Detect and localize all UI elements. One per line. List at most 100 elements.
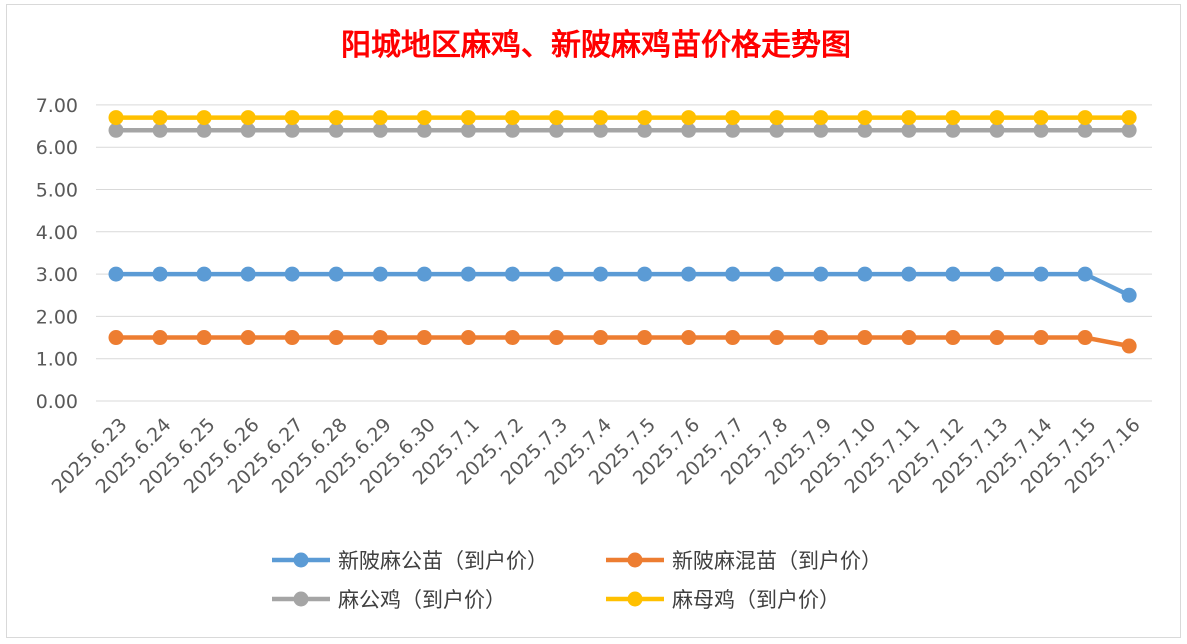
legend-label: 新陂麻公苗（到户价） xyxy=(338,549,548,573)
data-point xyxy=(857,122,873,138)
legend-swatch-marker xyxy=(627,591,643,607)
data-point xyxy=(1121,110,1137,126)
x-axis: 2025.6.232025.6.242025.6.252025.6.262025… xyxy=(48,414,1145,498)
legend-item: 新陂麻公苗（到户价） xyxy=(272,549,548,573)
data-point xyxy=(1077,266,1093,282)
data-point xyxy=(460,110,476,126)
data-point xyxy=(945,122,961,138)
data-point xyxy=(372,122,388,138)
data-point xyxy=(152,110,168,126)
data-point xyxy=(196,122,212,138)
legend-label: 麻母鸡（到户价） xyxy=(672,588,840,612)
data-point xyxy=(813,110,829,126)
legend-label: 新陂麻混苗（到户价） xyxy=(672,549,882,573)
data-point xyxy=(1033,110,1049,126)
data-point xyxy=(152,122,168,138)
y-tick-label: 7.00 xyxy=(36,95,78,117)
data-point xyxy=(989,122,1005,138)
data-point xyxy=(637,330,653,346)
data-point xyxy=(681,266,697,282)
data-point xyxy=(725,266,741,282)
data-point xyxy=(108,122,124,138)
data-point xyxy=(857,110,873,126)
legend-swatch-marker xyxy=(627,552,643,568)
series-1 xyxy=(108,266,1137,303)
data-point xyxy=(549,110,564,126)
data-point xyxy=(1077,330,1093,346)
data-point xyxy=(372,110,388,126)
data-point xyxy=(901,122,917,138)
data-point xyxy=(196,330,212,346)
data-point xyxy=(1033,122,1049,138)
data-point xyxy=(504,330,520,346)
data-point xyxy=(152,330,168,346)
data-point xyxy=(284,266,300,282)
data-point xyxy=(108,266,124,282)
series-3 xyxy=(108,122,1137,138)
data-point xyxy=(593,266,609,282)
data-point xyxy=(593,110,609,126)
chart-area xyxy=(6,4,1181,638)
data-point xyxy=(1033,330,1049,346)
data-point xyxy=(416,110,432,126)
data-point xyxy=(769,330,785,346)
data-point xyxy=(901,266,917,282)
y-tick-label: 6.00 xyxy=(36,137,78,159)
data-point xyxy=(460,122,476,138)
y-axis: 0.00 1.00 2.00 3.00 4.00 5.00 6.00 7.00 xyxy=(36,95,78,413)
data-point xyxy=(813,330,829,346)
series-line xyxy=(116,335,1130,349)
data-point xyxy=(416,266,432,282)
data-point xyxy=(152,266,168,282)
legend-label: 麻公鸡（到户价） xyxy=(338,588,506,612)
series-2 xyxy=(108,330,1137,354)
data-point xyxy=(1077,110,1093,126)
data-point xyxy=(416,330,432,346)
data-point xyxy=(989,110,1005,126)
legend-item: 麻母鸡（到户价） xyxy=(606,588,840,612)
data-point xyxy=(240,122,256,138)
data-point xyxy=(284,122,300,138)
data-point xyxy=(240,266,256,282)
data-point xyxy=(593,330,609,346)
series-4 xyxy=(108,110,1137,126)
data-point xyxy=(284,110,300,126)
data-point xyxy=(725,330,741,346)
data-point xyxy=(240,110,256,126)
data-point xyxy=(725,110,741,126)
data-point xyxy=(372,330,388,346)
data-point xyxy=(549,330,564,346)
data-point xyxy=(108,330,124,346)
data-point xyxy=(196,110,212,126)
data-point xyxy=(989,330,1005,346)
data-point xyxy=(549,266,564,282)
legend-item: 新陂麻混苗（到户价） xyxy=(606,549,882,573)
data-point xyxy=(769,110,785,126)
data-point xyxy=(1121,338,1137,354)
gridlines xyxy=(96,104,1152,402)
data-point xyxy=(945,330,961,346)
data-point xyxy=(769,266,785,282)
y-tick-label: 5.00 xyxy=(36,180,78,202)
data-point xyxy=(637,266,653,282)
data-point xyxy=(901,110,917,126)
data-point xyxy=(372,266,388,282)
data-point xyxy=(681,110,697,126)
data-point xyxy=(637,110,653,126)
y-tick-label: 4.00 xyxy=(36,222,78,244)
data-point xyxy=(681,122,697,138)
data-point xyxy=(108,110,124,126)
data-point xyxy=(1033,266,1049,282)
data-point xyxy=(989,266,1005,282)
data-point xyxy=(196,266,212,282)
data-point xyxy=(328,266,344,282)
data-point xyxy=(284,330,300,346)
data-point xyxy=(328,330,344,346)
data-point xyxy=(240,330,256,346)
data-point xyxy=(504,122,520,138)
data-point xyxy=(328,122,344,138)
data-point xyxy=(1121,287,1137,303)
data-point xyxy=(681,330,697,346)
legend-swatch-marker xyxy=(293,591,309,607)
